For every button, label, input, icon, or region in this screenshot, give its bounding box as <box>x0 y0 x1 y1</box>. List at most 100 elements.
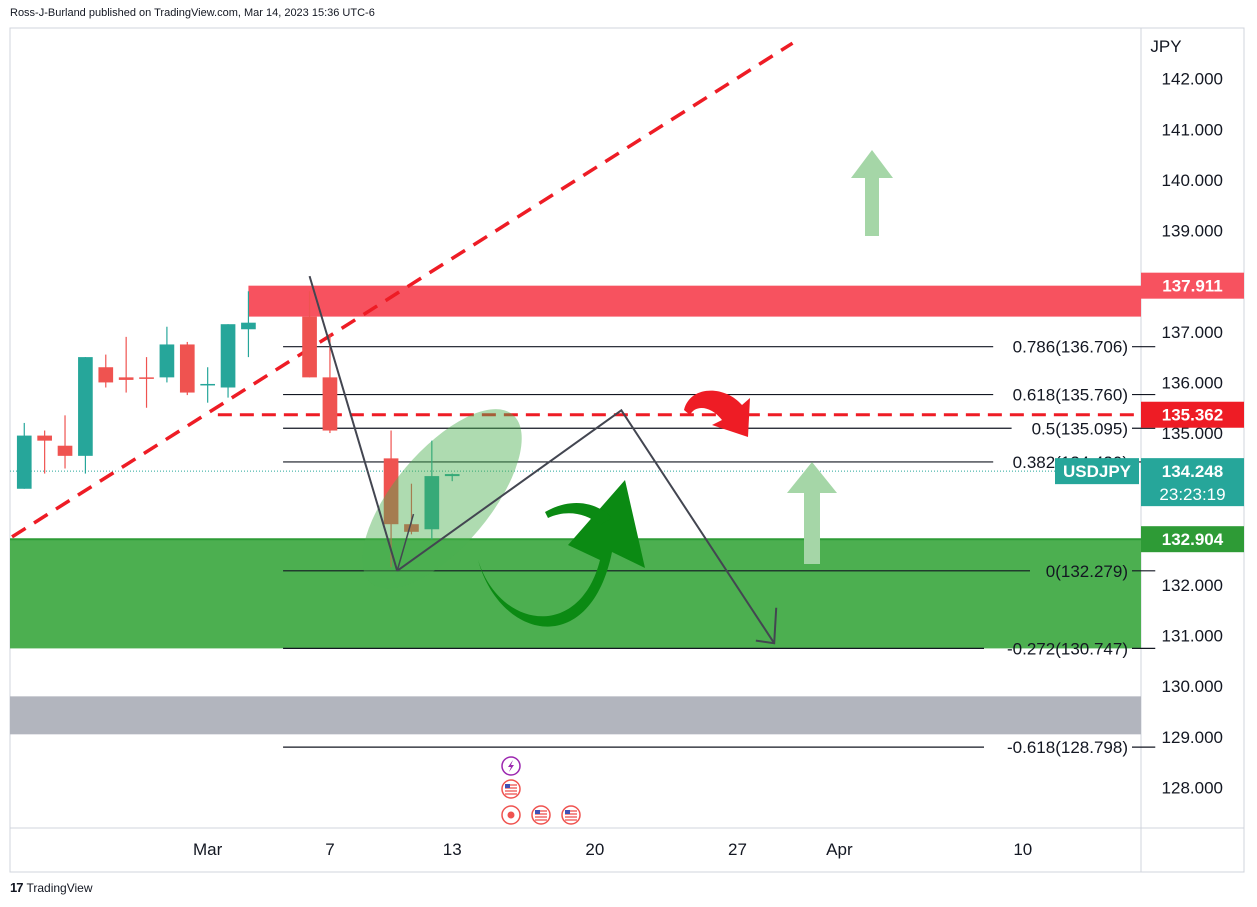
fib-label: 0.786(136.706) <box>1013 338 1128 357</box>
support-price-tag-bg <box>1141 526 1244 553</box>
fib-label: 0.5(135.095) <box>1032 419 1128 438</box>
price-tick-label: 135.000 <box>1162 424 1223 443</box>
candle-body <box>220 324 236 388</box>
current-price-tag-bg <box>1141 458 1244 507</box>
resistance-price-tag-bg <box>1141 272 1244 299</box>
tradingview-logo-icon: 17 <box>10 880 24 895</box>
forecast-path <box>396 408 776 644</box>
candle-body <box>322 377 338 431</box>
light-green-up-arrow-icon <box>787 462 837 564</box>
price-tick-label: 142.000 <box>1162 70 1223 89</box>
candle[interactable] <box>200 367 216 403</box>
lightning-icon <box>508 760 514 772</box>
time-tick-label: 27 <box>728 840 747 859</box>
candle[interactable] <box>98 354 114 388</box>
candle[interactable] <box>57 415 73 469</box>
support-price-tag: 132.904 <box>1162 530 1224 549</box>
time-tick-label: 10 <box>1013 840 1032 859</box>
green-arrow-tail <box>545 502 612 525</box>
candle-body <box>383 458 399 525</box>
fib-label: -0.618(128.798) <box>1007 738 1128 757</box>
price-tick-label: 132.000 <box>1162 576 1223 595</box>
fib-label: 0.618(135.760) <box>1013 386 1128 405</box>
time-tick-label: Apr <box>826 840 853 859</box>
candle[interactable] <box>139 357 154 408</box>
candle-body <box>16 435 32 489</box>
us-flag-event-icon[interactable] <box>561 805 581 825</box>
price-tick-label: 130.000 <box>1162 677 1223 696</box>
flag-canton <box>565 810 570 814</box>
flag-canton <box>505 784 510 788</box>
candle[interactable] <box>444 473 460 482</box>
candle[interactable] <box>159 326 175 383</box>
candle[interactable] <box>78 357 93 474</box>
record-dot-icon <box>507 811 515 819</box>
rising-trendline <box>11 41 794 539</box>
price-tick-label: 136.000 <box>1162 373 1223 392</box>
pivot-tick <box>396 513 415 572</box>
price-tick-label: 128.000 <box>1162 778 1223 797</box>
candle-body <box>404 524 419 532</box>
candle-body <box>302 316 317 378</box>
price-tick-label: 141.000 <box>1162 120 1223 139</box>
bar-countdown: 23:23:19 <box>1159 485 1225 504</box>
candle[interactable] <box>424 440 440 540</box>
candle-body <box>139 377 154 379</box>
forecast-arrowhead <box>755 607 778 645</box>
record-event-icon[interactable] <box>501 805 521 825</box>
publisher-caption: Ross-J-Burland published on TradingView.… <box>10 7 375 19</box>
candle-body <box>118 377 134 380</box>
support-zone <box>10 539 1141 649</box>
candle[interactable] <box>404 483 419 535</box>
candle[interactable] <box>383 430 399 568</box>
event-badge <box>501 779 521 799</box>
dashed-level-price-tag-bg <box>1141 401 1244 428</box>
event-badge <box>561 805 581 825</box>
tradingview-footer: 17 TradingView <box>10 880 93 895</box>
price-tick-label: 140.000 <box>1162 171 1223 190</box>
candle-body <box>444 474 460 477</box>
candle[interactable] <box>118 336 134 393</box>
candle[interactable] <box>322 334 338 434</box>
price-tick-label: 139.000 <box>1162 222 1223 241</box>
us-flag-event-icon[interactable] <box>501 779 521 799</box>
flag-canton <box>535 810 540 814</box>
light-green-up-arrow-icon <box>851 150 893 236</box>
gray-zone <box>10 696 1141 735</box>
candle-body <box>159 344 175 378</box>
candle[interactable] <box>37 430 52 474</box>
event-badge <box>531 805 551 825</box>
candle-body <box>98 367 114 383</box>
symbol-tag: USDJPY <box>1063 462 1132 481</box>
candle-body <box>57 445 73 456</box>
lightning-event-icon[interactable] <box>501 756 521 776</box>
tradingview-brand: TradingView <box>26 880 93 895</box>
symbol-tag-bg <box>1055 458 1139 485</box>
red-curved-arrow-icon <box>684 390 750 437</box>
candle[interactable] <box>302 291 317 378</box>
fib-label: -0.272(130.747) <box>1007 639 1128 658</box>
dashed-level-price-tag: 135.362 <box>1162 406 1223 425</box>
time-tick-label: 20 <box>585 840 604 859</box>
candle-body <box>37 435 52 441</box>
us-flag-event-icon[interactable] <box>531 805 551 825</box>
currency-label: JPY <box>1150 37 1181 56</box>
candle[interactable] <box>16 422 32 489</box>
candle-body <box>179 344 195 393</box>
resistance-zone <box>248 285 1142 317</box>
resistance-price-tag: 137.911 <box>1162 277 1223 296</box>
current-price-tag: 134.248 <box>1162 462 1223 481</box>
candle[interactable] <box>220 324 236 398</box>
fib-label: 0(132.279) <box>1046 562 1128 581</box>
candle-body <box>200 383 216 386</box>
time-tick-label: 13 <box>443 840 462 859</box>
candle[interactable] <box>241 291 256 358</box>
time-tick-label: Mar <box>193 840 223 859</box>
highlight-ellipse <box>362 409 522 589</box>
price-tick-label: 137.000 <box>1162 323 1223 342</box>
fib-swing-line <box>308 275 399 572</box>
candle[interactable] <box>179 341 195 396</box>
price-tick-label: 129.000 <box>1162 728 1223 747</box>
price-tick-label: 131.000 <box>1162 627 1223 646</box>
